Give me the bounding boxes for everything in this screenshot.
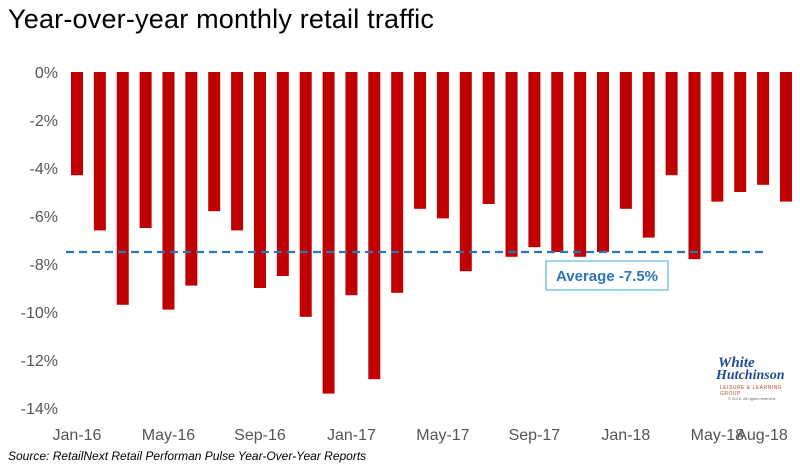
y-tick-label: -2%: [30, 113, 58, 130]
bar-Jul-16: [208, 72, 221, 212]
bar-Mar-18: [665, 72, 678, 176]
x-tick-label: Sep-17: [509, 427, 561, 444]
logo-copyright: © 2018. All rights reserved.: [728, 396, 777, 401]
bar-Jun-16: [185, 72, 198, 286]
y-axis-ticks: 0% -2% -4% -6% -8% -10% -12% -14%: [21, 65, 58, 418]
x-tick-label: Jan-18: [601, 427, 650, 444]
x-tick-label: May-16: [142, 427, 195, 444]
bar-Aug-16: [231, 72, 244, 231]
bar-Oct-16: [276, 72, 289, 276]
bar-Feb-16: [93, 72, 106, 231]
source-note: Source: RetailNext Retail Performan Puls…: [8, 449, 367, 463]
bar-Apr-16: [139, 72, 152, 228]
bar-Apr-18: [688, 72, 701, 260]
bar-Oct-17: [551, 72, 564, 252]
y-tick-label: -12%: [21, 353, 58, 370]
bar-Nov-16: [299, 72, 312, 317]
logo-line2: Hutchinson: [716, 368, 785, 383]
x-tick-label: Aug-18: [736, 427, 788, 444]
bar-Jun-18: [734, 72, 747, 192]
average-callout: Average -7.5%: [545, 260, 669, 291]
x-tick-label: Jan-16: [53, 427, 102, 444]
bar-Sep-16: [253, 72, 266, 288]
bar-Dec-17: [597, 72, 610, 252]
bar-Mar-17: [391, 72, 404, 293]
y-tick-label: -4%: [30, 161, 58, 178]
logo-tagline: LEISURE & LEARNING GROUP: [720, 385, 783, 397]
bar-Nov-17: [574, 72, 587, 257]
bar-Jan-17: [345, 72, 358, 296]
bar-Jun-17: [459, 72, 472, 272]
x-tick-label: Sep-16: [234, 427, 286, 444]
x-tick-label: May-17: [416, 427, 469, 444]
bar-Feb-17: [368, 72, 381, 380]
x-tick-label: Jan-17: [327, 427, 376, 444]
bar-Jan-16: [71, 72, 83, 176]
y-tick-label: -10%: [21, 305, 58, 322]
average-label-box: [545, 260, 669, 291]
bar-Dec-16: [322, 72, 335, 394]
y-tick-label: -8%: [30, 257, 58, 274]
logo-line1: White: [718, 355, 755, 371]
bar-May-17: [436, 72, 449, 219]
x-tick-label: May-18: [691, 427, 744, 444]
bar-Aug-18: [779, 72, 792, 202]
bar-May-16: [162, 72, 175, 310]
bar-Sep-17: [528, 72, 541, 248]
chart-title: Year-over-year monthly retail traffic: [8, 4, 435, 34]
bar-Mar-16: [116, 72, 129, 305]
bars-group: [71, 72, 792, 394]
bar-Apr-17: [414, 72, 427, 209]
bar-Jan-18: [619, 72, 632, 209]
average-label: Average -7.5%: [556, 268, 658, 285]
bar-May-18: [711, 72, 724, 202]
bar-Feb-18: [642, 72, 655, 238]
white-hutchinson-logo: White Hutchinson LEISURE & LEARNING GROU…: [716, 355, 790, 406]
y-tick-label: -14%: [21, 401, 58, 418]
bar-Aug-17: [505, 72, 518, 257]
x-axis-ticks: Jan-16 May-16 Sep-16 Jan-17 May-17 Sep-17 Jan-…: [53, 427, 788, 444]
y-tick-label: 0%: [35, 65, 58, 82]
y-tick-label: -6%: [30, 209, 58, 226]
bar-Jul-18: [757, 72, 770, 185]
bar-Jul-17: [482, 72, 495, 204]
